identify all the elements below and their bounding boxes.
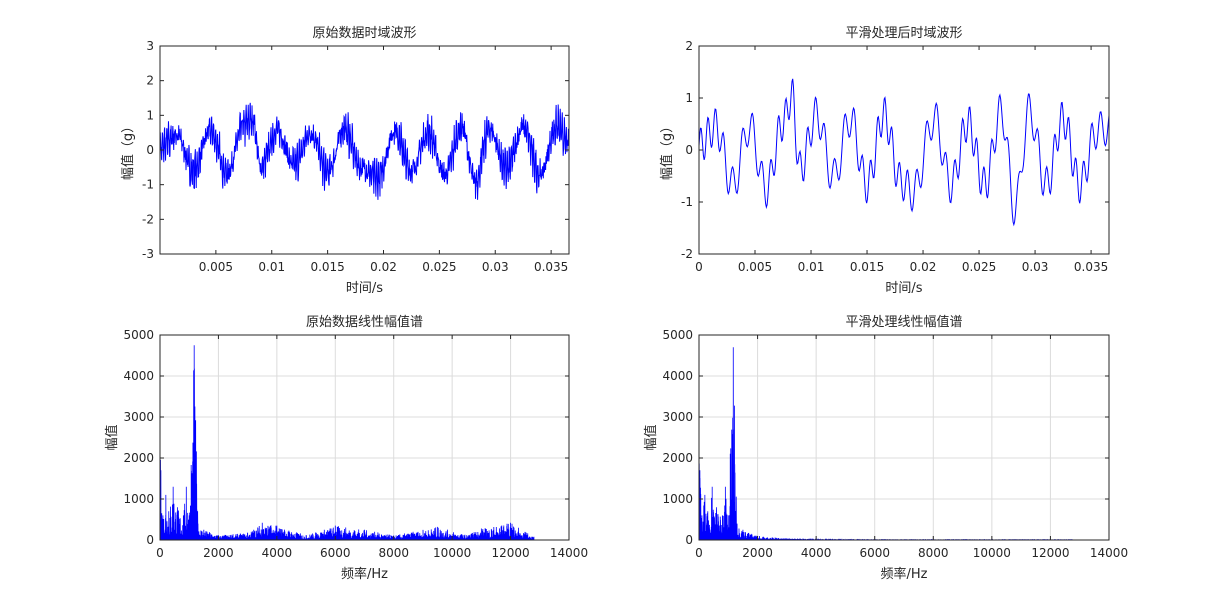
x-tick-label: 0.02 <box>370 260 397 274</box>
y-tick-label: 4000 <box>123 369 154 383</box>
y-tick-label: 3 <box>146 39 154 53</box>
y-tick-label: 3000 <box>123 410 154 424</box>
x-axis-label: 时间/s <box>885 281 922 296</box>
axes-box <box>698 45 1110 255</box>
x-tick-label: 0.015 <box>310 260 344 274</box>
x-tick-label: 0.025 <box>962 260 996 274</box>
subplot-1: 0.005 0.01 0.015 0.02 0.025 0.03 0.035 -3 -2 -1 0 1… <box>120 26 570 296</box>
y-axis-label: 幅值 <box>104 424 120 450</box>
x-tick-label: 0 <box>695 546 703 560</box>
chart-title: 原始数据时域波形 <box>312 26 416 41</box>
y-tick-label: 5000 <box>123 328 154 342</box>
y-tick-label: 1 <box>685 91 693 105</box>
x-tick-label: 0 <box>156 546 164 560</box>
subplot-2: 0 0.005 0.01 0.015 0.02 0.025 0.03 0.035 -2 -1 0 1 2… <box>659 26 1110 296</box>
x-axis-label: 时间/s <box>346 281 383 296</box>
y-tick-label: 2000 <box>662 451 693 465</box>
x-axis-label: 频率/Hz <box>881 566 928 582</box>
y-tick-label: 2 <box>146 74 154 88</box>
y-tick-label: 1 <box>146 108 154 122</box>
x-tick-label: 8000 <box>378 546 409 560</box>
y-axis-label: 幅值（g） <box>659 120 675 180</box>
x-tick-label: 0.01 <box>258 260 285 274</box>
x-tick-label: 6000 <box>320 546 351 560</box>
y-tick-label: 3000 <box>662 410 693 424</box>
y-tick-label: 0 <box>685 143 693 157</box>
x-tick-label: 0.025 <box>422 260 456 274</box>
x-tick-label: 0.035 <box>534 260 568 274</box>
y-tick-label: -1 <box>142 178 154 192</box>
x-tick-label: 14000 <box>550 546 588 560</box>
subplot-4: 0 2000 4000 6000 8000 10000 12000 14000 0 1000 200… <box>643 314 1128 582</box>
y-axis-label: 幅值 <box>643 424 659 450</box>
x-tick-label: 0.015 <box>850 260 884 274</box>
x-tick-label: 0.005 <box>199 260 233 274</box>
y-tick-label: -2 <box>142 212 154 226</box>
x-tick-label: 0.005 <box>738 260 772 274</box>
y-tick-label: 4000 <box>662 369 693 383</box>
x-tick-label: 4000 <box>801 546 832 560</box>
y-tick-label: 0 <box>146 533 154 547</box>
axes-box <box>159 334 570 541</box>
y-tick-label: 0 <box>146 143 154 157</box>
x-tick-label: 10000 <box>433 546 471 560</box>
y-tick-label: 2 <box>685 39 693 53</box>
y-tick-label: 2000 <box>123 451 154 465</box>
y-tick-label: -2 <box>681 247 693 261</box>
y-tick-label: -3 <box>142 247 154 261</box>
y-tick-label: -1 <box>681 195 693 209</box>
x-tick-label: 2000 <box>203 546 234 560</box>
subplot-3: 0 2000 4000 6000 8000 10000 12000 14000 0 1000 200… <box>104 314 588 582</box>
x-tick-label: 6000 <box>859 546 890 560</box>
x-tick-label: 8000 <box>918 546 949 560</box>
axes-box <box>159 45 570 255</box>
chart-title: 平滑处理线性幅值谱 <box>845 314 962 330</box>
x-tick-label: 14000 <box>1090 546 1128 560</box>
series-line <box>699 78 1109 227</box>
y-axis-label: 幅值（g） <box>120 120 136 180</box>
x-tick-label: 4000 <box>262 546 293 560</box>
x-tick-label: 0.035 <box>1074 260 1108 274</box>
y-tick-label: 1000 <box>123 492 154 506</box>
y-tick-label: 1000 <box>662 492 693 506</box>
x-tick-label: 12000 <box>1031 546 1069 560</box>
chart-title: 平滑处理后时域波形 <box>845 26 962 41</box>
y-tick-label: 5000 <box>662 328 693 342</box>
chart-title: 原始数据线性幅值谱 <box>306 314 423 330</box>
y-tick-label: 0 <box>685 533 693 547</box>
x-tick-label: 2000 <box>742 546 773 560</box>
series-line <box>160 345 535 540</box>
x-tick-label: 0.02 <box>910 260 937 274</box>
x-tick-label: 0.03 <box>1022 260 1049 274</box>
x-tick-label: 0.01 <box>798 260 825 274</box>
x-tick-label: 0.03 <box>482 260 509 274</box>
x-tick-label: 0 <box>695 260 703 274</box>
series-line <box>160 102 569 200</box>
axes-box <box>698 334 1110 541</box>
x-tick-label: 12000 <box>491 546 529 560</box>
x-axis-label: 频率/Hz <box>341 566 388 582</box>
x-tick-label: 10000 <box>973 546 1011 560</box>
